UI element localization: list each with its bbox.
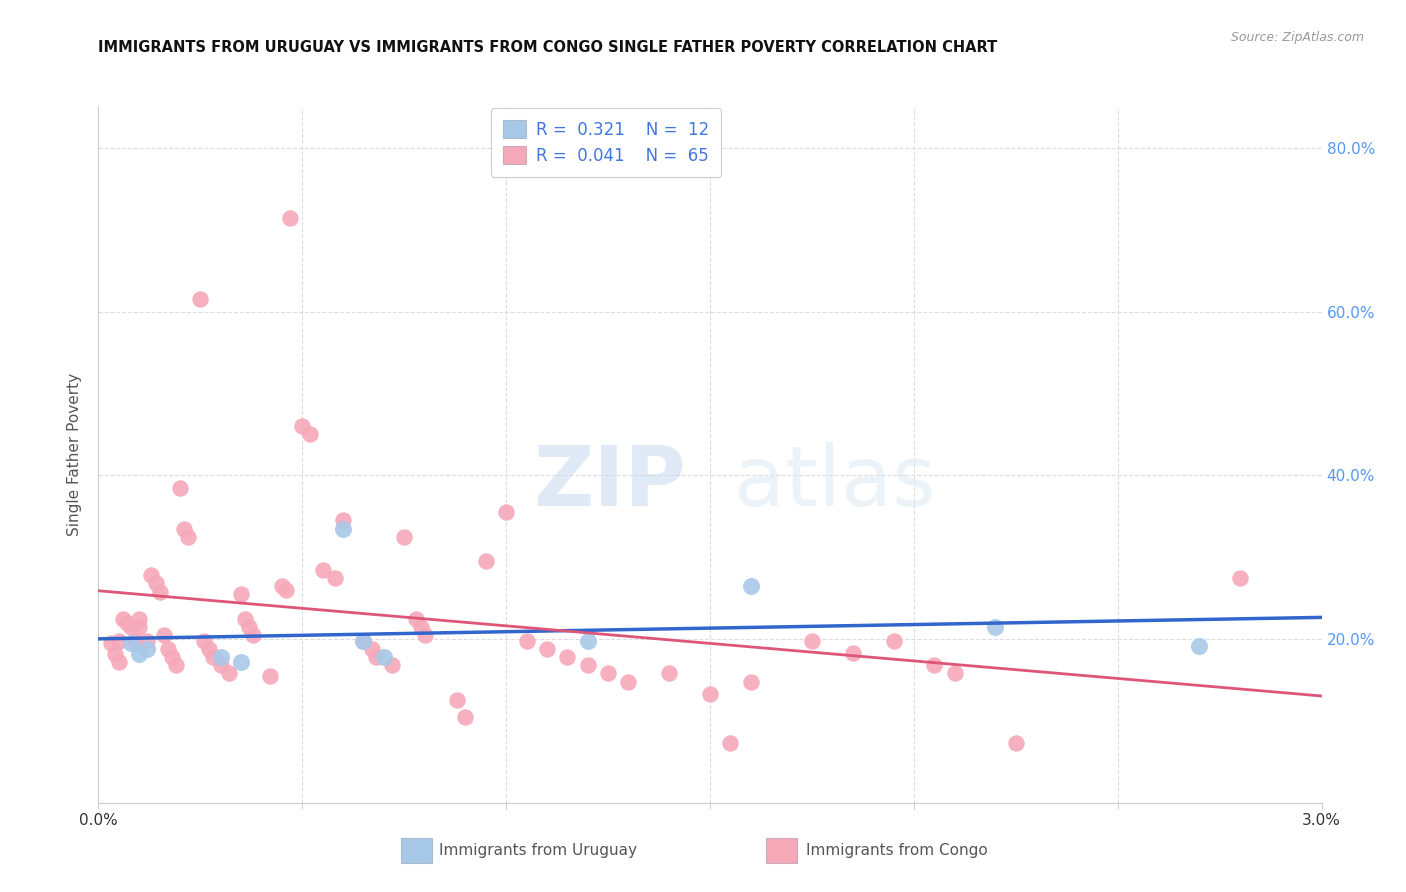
Point — [152, 628, 174, 642]
Point — [238, 620, 260, 634]
Point — [231, 587, 253, 601]
Point — [120, 620, 142, 634]
Point — [364, 650, 387, 665]
Point — [718, 736, 742, 750]
Point — [536, 641, 558, 656]
Point — [165, 658, 187, 673]
Point — [111, 612, 134, 626]
Point — [555, 650, 579, 665]
Point — [495, 505, 517, 519]
Text: ZIP: ZIP — [533, 442, 686, 524]
Point — [100, 636, 122, 650]
Point — [883, 633, 905, 648]
Point — [120, 636, 142, 650]
Point — [291, 419, 314, 434]
Point — [576, 658, 599, 673]
Point — [474, 554, 498, 568]
Point — [332, 513, 354, 527]
Point — [984, 620, 1007, 634]
Point — [1188, 639, 1211, 653]
Point — [1229, 571, 1251, 585]
Point — [801, 633, 824, 648]
Legend: R =  0.321    N =  12, R =  0.041    N =  65: R = 0.321 N = 12, R = 0.041 N = 65 — [491, 109, 721, 177]
Point — [740, 579, 762, 593]
Point — [145, 576, 167, 591]
Point — [108, 655, 131, 669]
Point — [352, 633, 374, 648]
Point — [197, 641, 219, 656]
Point — [156, 641, 179, 656]
Y-axis label: Single Father Poverty: Single Father Poverty — [67, 374, 83, 536]
Point — [128, 612, 150, 626]
Text: Immigrants from Uruguay: Immigrants from Uruguay — [439, 844, 637, 858]
Point — [270, 579, 292, 593]
Point — [299, 427, 322, 442]
Point — [699, 687, 721, 701]
Point — [360, 641, 382, 656]
Point — [173, 522, 195, 536]
Point — [311, 562, 335, 576]
Point — [740, 674, 762, 689]
Point — [576, 633, 599, 648]
Point — [136, 633, 159, 648]
Point — [149, 584, 172, 599]
Point — [352, 633, 374, 648]
Point — [405, 612, 427, 626]
Point — [617, 674, 640, 689]
Point — [332, 522, 354, 536]
Point — [1004, 736, 1026, 750]
Point — [115, 615, 138, 630]
Point — [233, 612, 256, 626]
Point — [160, 650, 183, 665]
Point — [124, 633, 146, 648]
Point — [188, 293, 212, 307]
Point — [278, 211, 301, 225]
Point — [141, 568, 163, 582]
Point — [259, 669, 281, 683]
Point — [392, 530, 416, 544]
Point — [108, 633, 131, 648]
Point — [922, 658, 945, 673]
Point — [409, 620, 432, 634]
Point — [274, 582, 297, 597]
Text: Source: ZipAtlas.com: Source: ZipAtlas.com — [1230, 31, 1364, 45]
Point — [323, 571, 346, 585]
Point — [218, 666, 240, 681]
Point — [658, 666, 681, 681]
Point — [841, 646, 863, 660]
Point — [242, 628, 264, 642]
Point — [598, 666, 620, 681]
Point — [381, 658, 404, 673]
Point — [193, 633, 215, 648]
Point — [128, 647, 150, 661]
Point — [136, 641, 159, 656]
Point — [446, 693, 468, 707]
Point — [209, 650, 232, 665]
Point — [209, 658, 232, 673]
Text: IMMIGRANTS FROM URUGUAY VS IMMIGRANTS FROM CONGO SINGLE FATHER POVERTY CORRELATI: IMMIGRANTS FROM URUGUAY VS IMMIGRANTS FR… — [98, 40, 998, 55]
Point — [231, 655, 253, 669]
Text: atlas: atlas — [734, 442, 936, 524]
Point — [454, 710, 477, 724]
Point — [128, 620, 150, 634]
Point — [516, 633, 538, 648]
Point — [943, 666, 966, 681]
Text: Immigrants from Congo: Immigrants from Congo — [806, 844, 987, 858]
Point — [169, 481, 191, 495]
Point — [413, 628, 436, 642]
Point — [373, 650, 395, 665]
Point — [104, 647, 127, 661]
Point — [201, 650, 224, 665]
Point — [177, 530, 200, 544]
